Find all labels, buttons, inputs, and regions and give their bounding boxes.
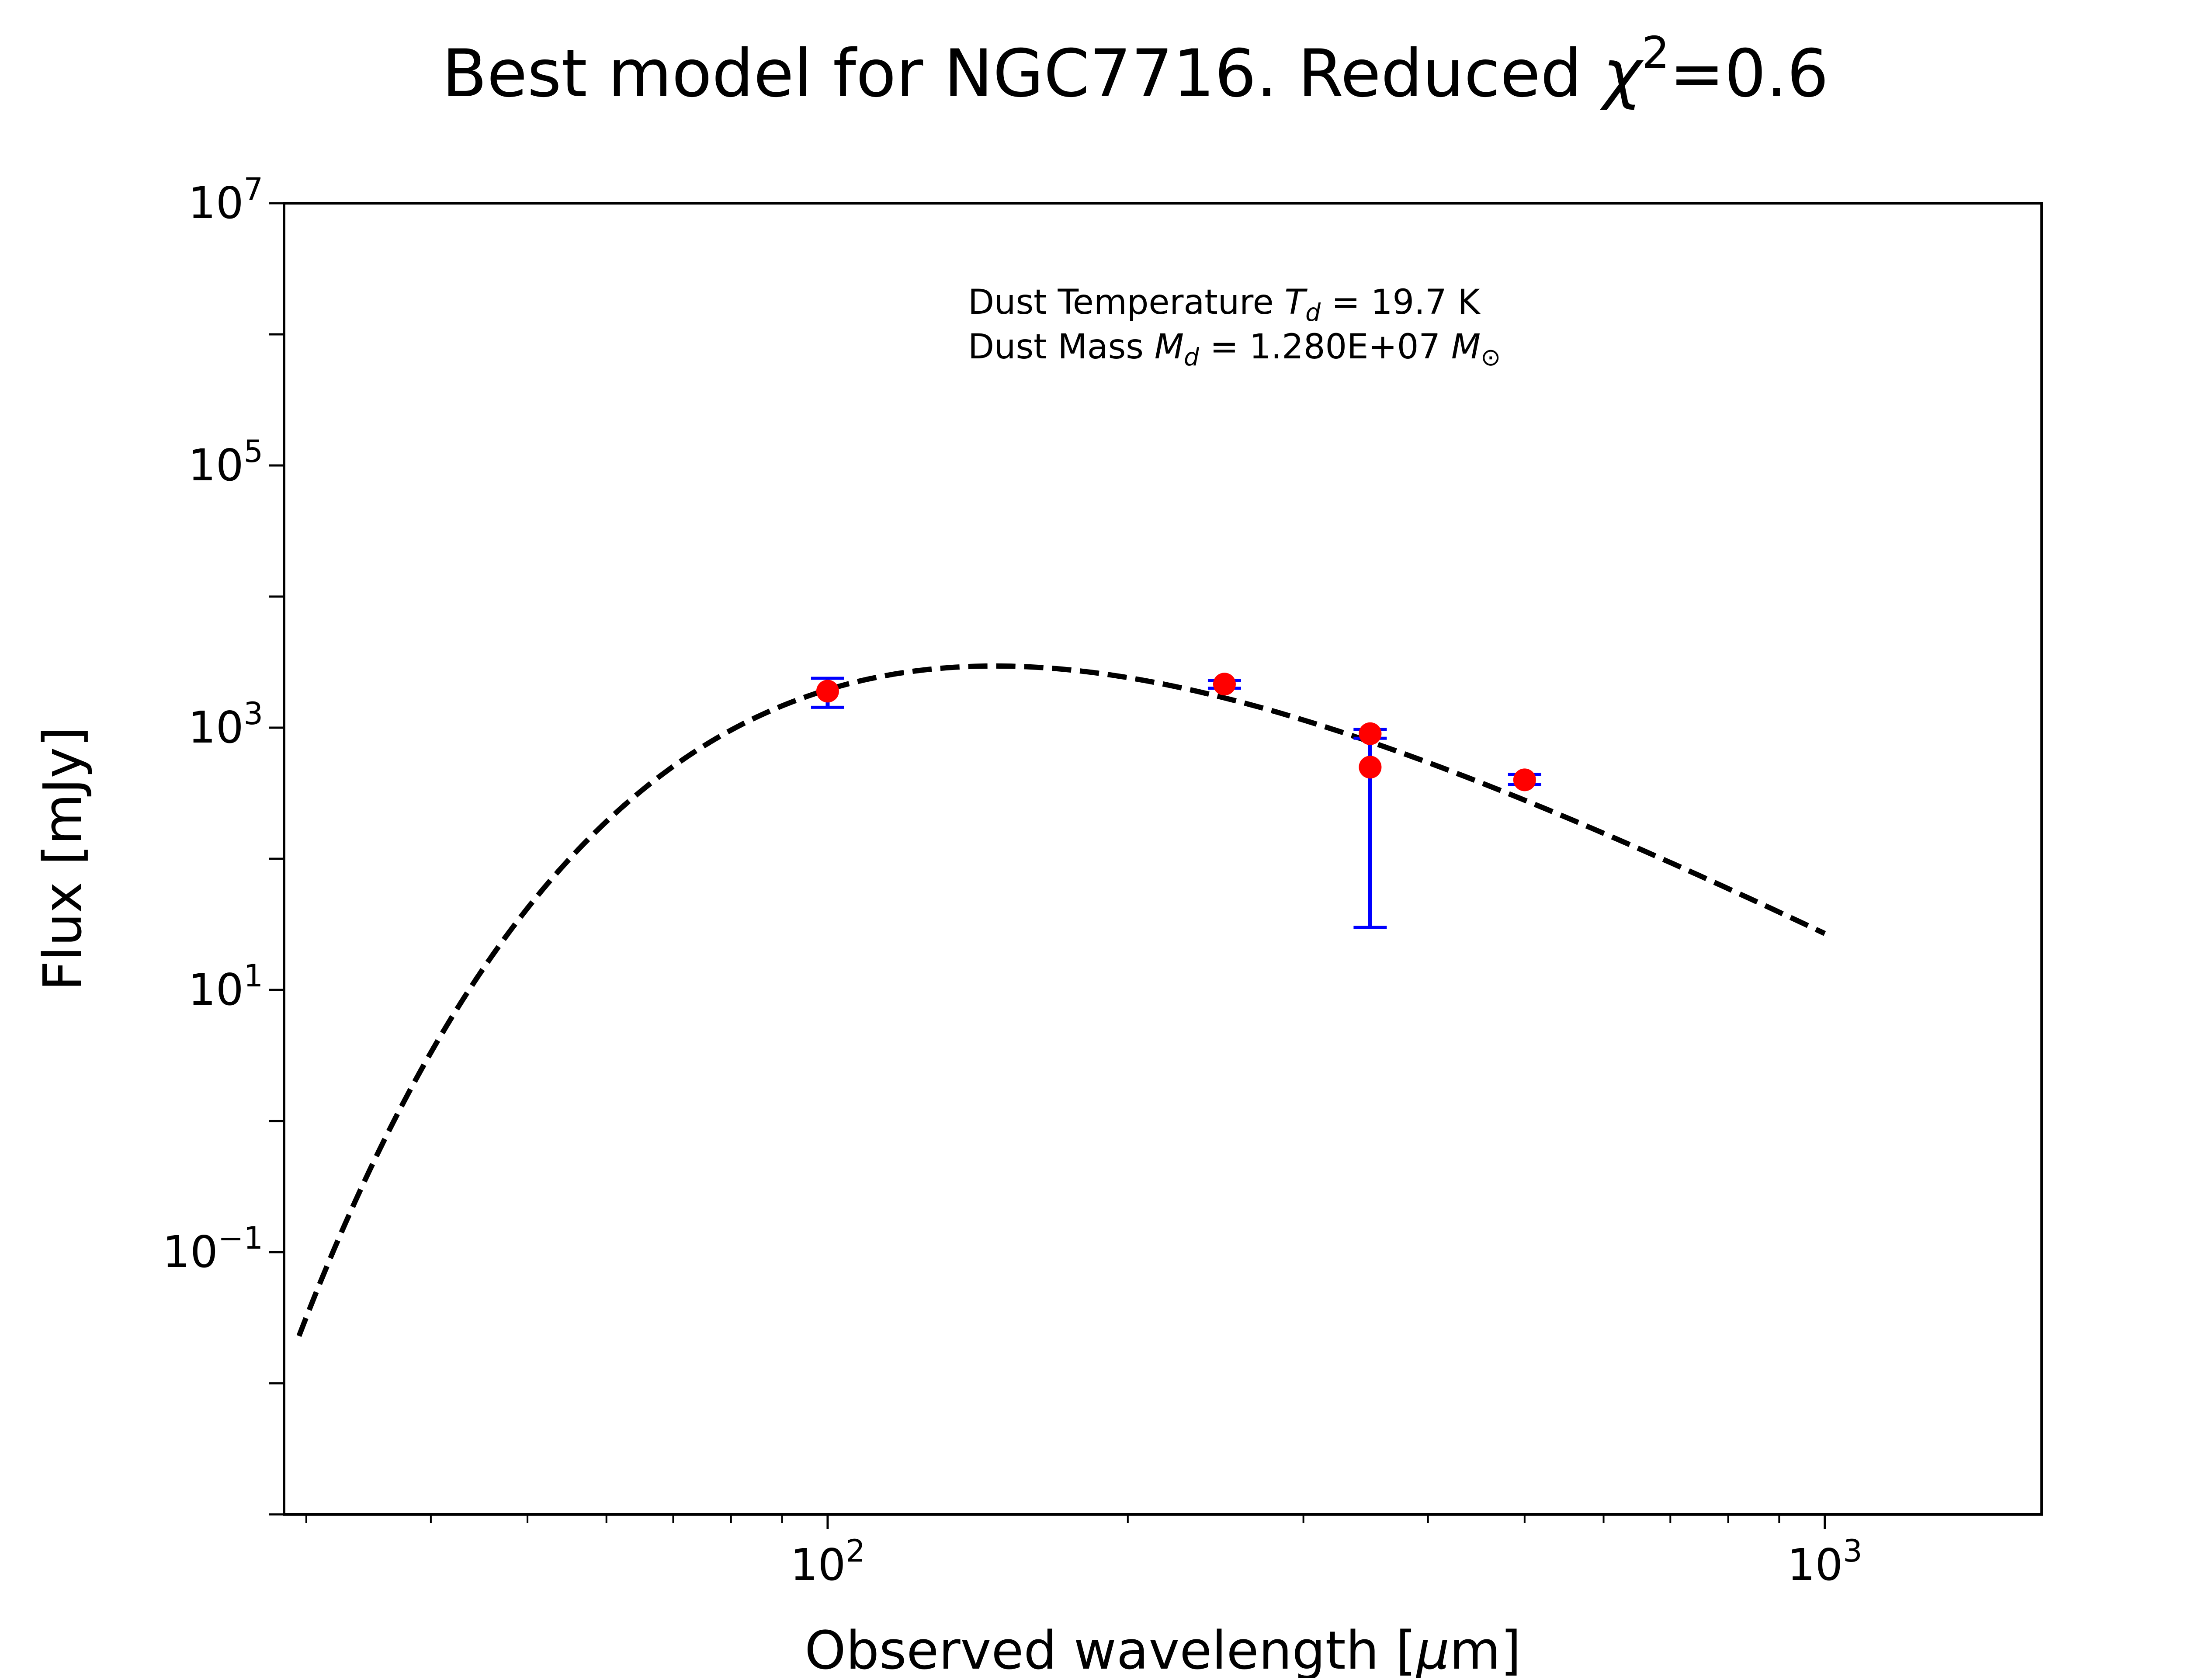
x-tick-label-0: 102 xyxy=(790,1533,865,1590)
x-tick-label-1: 103 xyxy=(1787,1533,1862,1590)
x-axis-label-prefix: Observed wavelength [ xyxy=(805,1621,1416,1678)
data-point-2 xyxy=(1359,722,1382,745)
data-point-1 xyxy=(1213,673,1236,696)
annotation-line2-sub2: ⊙ xyxy=(1481,343,1501,371)
annotation-line1-prefix: Dust Temperature xyxy=(968,283,1284,322)
annotation-line2-var2: M xyxy=(1451,327,1481,367)
y-tick-label-3: 105 xyxy=(188,434,263,491)
y-axis-label-text: Flux [mJy] xyxy=(33,727,94,991)
annotation-line1-suffix: = 19.7 K xyxy=(1321,283,1481,322)
chart-title-chi-sup: 2 xyxy=(1642,27,1670,78)
x-axis-label-suffix: m] xyxy=(1450,1621,1521,1678)
svg-text:Dust Mass Md = 1.280E+07 M⊙: Dust Mass Md = 1.280E+07 M⊙ xyxy=(968,327,1501,371)
plot-frame xyxy=(283,202,2043,1516)
data-point-4 xyxy=(1513,768,1536,791)
annotation: Dust Temperature Td = 19.7 K Dust Mass M… xyxy=(968,283,1501,371)
annotation-line2-prefix: Dust Mass xyxy=(968,327,1155,367)
chart-title-prefix: Best model for NGC7716. Reduced xyxy=(442,36,1603,112)
annotation-line1-sub: d xyxy=(1305,299,1321,326)
chart-title-value: =0.6 xyxy=(1669,36,1828,112)
annotation-line2-var: M xyxy=(1155,327,1184,367)
annotation-line1-var: T xyxy=(1284,283,1308,322)
y-tick-label-0: 10−1 xyxy=(163,1220,263,1277)
model-curve xyxy=(296,663,1826,1337)
y-tick-label-4: 107 xyxy=(188,171,263,229)
chart-title: Best model for NGC7716. Reduced χ2=0.6 xyxy=(442,27,1828,112)
y-axis-label: Flux [mJy] xyxy=(33,727,94,991)
svg-text:Best model for NGC7716. Reduce: Best model for NGC7716. Reduced χ2=0.6 xyxy=(442,27,1828,112)
data-point-3 xyxy=(1359,756,1382,779)
svg-text:Observed wavelength [μm]: Observed wavelength [μm] xyxy=(805,1621,1521,1678)
svg-text:Dust Temperature Td = 19.7 K: Dust Temperature Td = 19.7 K xyxy=(968,283,1481,326)
annotation-line2-mid: = 1.280E+07 xyxy=(1199,327,1451,367)
annotation-line2-sub: d xyxy=(1184,343,1200,371)
chart-title-chi: χ xyxy=(1600,36,1644,112)
y-tick-label-2: 103 xyxy=(188,696,263,753)
y-tick-label-1: 101 xyxy=(188,958,263,1015)
x-axis-label-mu: μ xyxy=(1415,1621,1450,1678)
x-axis-label: Observed wavelength [μm] xyxy=(805,1621,1521,1680)
data-point-0 xyxy=(816,680,839,703)
